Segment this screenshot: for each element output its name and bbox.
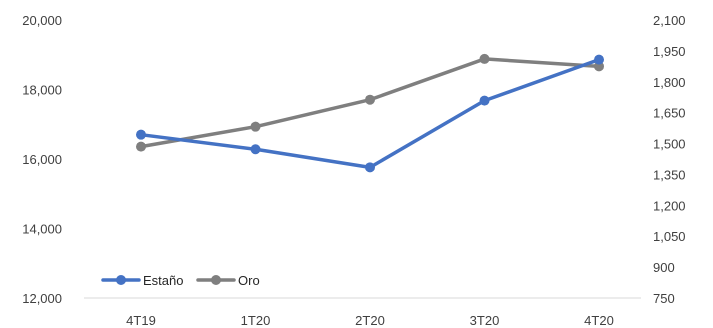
x-tick-label: 4T19 bbox=[126, 313, 156, 328]
left-tick-label: 14,000 bbox=[22, 222, 62, 237]
data-point-estano bbox=[594, 54, 604, 65]
x-tick-label: 1T20 bbox=[241, 313, 271, 328]
series-line-estano bbox=[139, 57, 601, 170]
right-tick-label: 1,050 bbox=[653, 229, 686, 244]
legend: Estaño Oro bbox=[101, 273, 260, 288]
right-tick-label: 1,200 bbox=[653, 198, 686, 213]
data-point-estano bbox=[250, 144, 261, 155]
legend-label-estano: Estaño bbox=[143, 273, 183, 288]
right-tick-label: 1,500 bbox=[653, 137, 686, 152]
data-point-estano bbox=[136, 129, 146, 140]
right-tick-label: 1,800 bbox=[653, 75, 686, 90]
right-tick-label: 900 bbox=[653, 260, 675, 275]
left-tick-label: 20,000 bbox=[22, 13, 62, 28]
left-axis: 12,000 14,000 16,000 18,000 20,000 bbox=[22, 13, 62, 306]
right-tick-label: 750 bbox=[653, 291, 675, 306]
right-tick-label: 1,350 bbox=[653, 167, 686, 182]
right-tick-label: 1,650 bbox=[653, 106, 686, 121]
data-point-estano bbox=[479, 95, 490, 106]
right-axis: 750 900 1,050 1,200 1,350 1,500 1,650 1,800 1,95… bbox=[653, 13, 686, 306]
legend-marker-oro bbox=[211, 275, 221, 285]
data-point-oro bbox=[250, 121, 261, 132]
left-tick-label: 16,000 bbox=[22, 152, 62, 167]
left-tick-label: 12,000 bbox=[22, 291, 62, 306]
right-tick-label: 1,950 bbox=[653, 44, 686, 59]
data-point-estano bbox=[365, 162, 375, 173]
x-axis: 4T19 1T20 2T20 3T20 4T20 bbox=[84, 297, 641, 328]
series-layer bbox=[136, 53, 604, 173]
x-tick-label: 4T20 bbox=[584, 313, 614, 328]
left-tick-label: 18,000 bbox=[22, 83, 62, 98]
data-point-oro bbox=[479, 53, 490, 64]
x-tick-label: 2T20 bbox=[355, 313, 385, 328]
legend-marker-estano bbox=[116, 275, 126, 285]
right-tick-label: 2,100 bbox=[653, 13, 686, 28]
legend-label-oro: Oro bbox=[238, 273, 260, 288]
data-point-oro bbox=[365, 94, 375, 105]
x-tick-label: 3T20 bbox=[470, 313, 500, 328]
data-point-oro bbox=[136, 141, 146, 152]
